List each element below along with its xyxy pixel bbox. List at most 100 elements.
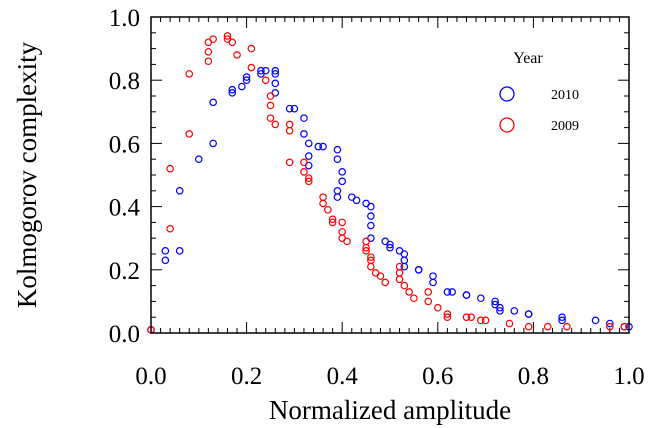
- data-point: [367, 262, 375, 271]
- data-point: [314, 142, 323, 151]
- data-point: [429, 272, 437, 280]
- data-point: [247, 63, 256, 72]
- data-point: [386, 243, 394, 252]
- x-tick-label: 0.4: [327, 363, 359, 390]
- data-point: [228, 85, 237, 94]
- data-point: [606, 322, 614, 331]
- data-points: [147, 32, 633, 334]
- legend: Year 2010 2009: [499, 50, 579, 134]
- data-point: [266, 101, 275, 110]
- data-point: [367, 212, 375, 220]
- data-point: [209, 98, 217, 107]
- data-point: [238, 82, 246, 91]
- data-point: [414, 265, 423, 274]
- x-tick-label: 0.6: [422, 363, 453, 390]
- series-2009: [147, 32, 629, 334]
- data-point: [300, 114, 308, 122]
- data-point: [376, 272, 385, 280]
- data-point: [271, 70, 280, 78]
- data-point: [395, 275, 404, 284]
- data-point: [558, 313, 566, 322]
- y-tick-label: 0.0: [109, 321, 140, 348]
- data-point: [319, 199, 327, 208]
- data-point: [261, 76, 270, 85]
- data-point: [443, 310, 452, 318]
- data-point: [242, 73, 251, 81]
- data-point: [467, 313, 476, 322]
- data-point: [166, 164, 174, 173]
- data-point: [496, 303, 504, 312]
- data-point: [257, 66, 265, 75]
- data-point: [300, 168, 308, 176]
- data-point: [209, 139, 217, 148]
- data-point: [424, 288, 433, 296]
- data-point: [338, 218, 347, 227]
- data-point: [400, 250, 409, 258]
- y-tick-label: 0.2: [109, 258, 140, 285]
- legend-marker: [499, 86, 515, 102]
- data-point: [195, 155, 203, 164]
- data-point: [410, 294, 418, 303]
- data-point: [333, 145, 342, 154]
- data-point: [491, 297, 499, 306]
- data-point: [300, 158, 308, 167]
- data-point: [247, 44, 256, 53]
- data-point: [185, 70, 194, 78]
- legend-label: 2010: [551, 88, 579, 103]
- data-point: [606, 319, 614, 328]
- data-point: [338, 228, 347, 236]
- data-point: [319, 142, 327, 151]
- data-point: [300, 130, 308, 138]
- data-point: [400, 256, 409, 265]
- data-point: [223, 32, 232, 40]
- data-point: [285, 104, 294, 113]
- data-point: [362, 243, 370, 252]
- data-point: [271, 66, 280, 75]
- data-point: [304, 139, 313, 148]
- data-point: [591, 316, 600, 325]
- axis-ticks: [150, 16, 630, 334]
- data-point: [524, 310, 533, 318]
- data-point: [333, 155, 342, 164]
- data-point: [304, 152, 313, 160]
- data-point: [161, 247, 170, 255]
- x-tick-label: 0.8: [518, 363, 549, 390]
- x-tick-labels: 0.0 0.2 0.4 0.6 0.8 1.0: [135, 363, 644, 390]
- data-point: [271, 79, 280, 88]
- data-point: [333, 193, 342, 201]
- data-point: [175, 247, 184, 255]
- data-point: [462, 291, 471, 299]
- data-point: [433, 303, 442, 312]
- data-point: [558, 316, 566, 325]
- y-axis-label: Kolmogorov complexity: [12, 41, 42, 308]
- data-point: [233, 51, 241, 59]
- data-point: [505, 319, 514, 328]
- y-tick-label: 0.8: [109, 68, 140, 95]
- data-point: [338, 177, 347, 186]
- data-point: [620, 322, 629, 331]
- x-tick-label: 0.2: [231, 363, 262, 390]
- data-point: [228, 38, 237, 47]
- data-point: [481, 316, 490, 325]
- data-point: [304, 174, 313, 182]
- data-point: [271, 120, 280, 129]
- data-point: [462, 313, 471, 322]
- data-point: [524, 322, 533, 331]
- y-tick-label: 0.6: [109, 131, 140, 158]
- data-point: [381, 278, 390, 287]
- plot-frame: [150, 16, 630, 334]
- data-point: [285, 126, 294, 135]
- data-point: [304, 177, 313, 186]
- data-point: [204, 57, 213, 66]
- legend-title: Year: [513, 50, 543, 67]
- data-point: [185, 130, 194, 138]
- data-point: [395, 262, 404, 271]
- data-point: [362, 237, 370, 246]
- data-point: [175, 187, 184, 195]
- data-point: [405, 288, 413, 296]
- data-point: [319, 193, 327, 201]
- data-point: [204, 47, 213, 56]
- data-point: [242, 76, 251, 85]
- data-point: [496, 307, 504, 315]
